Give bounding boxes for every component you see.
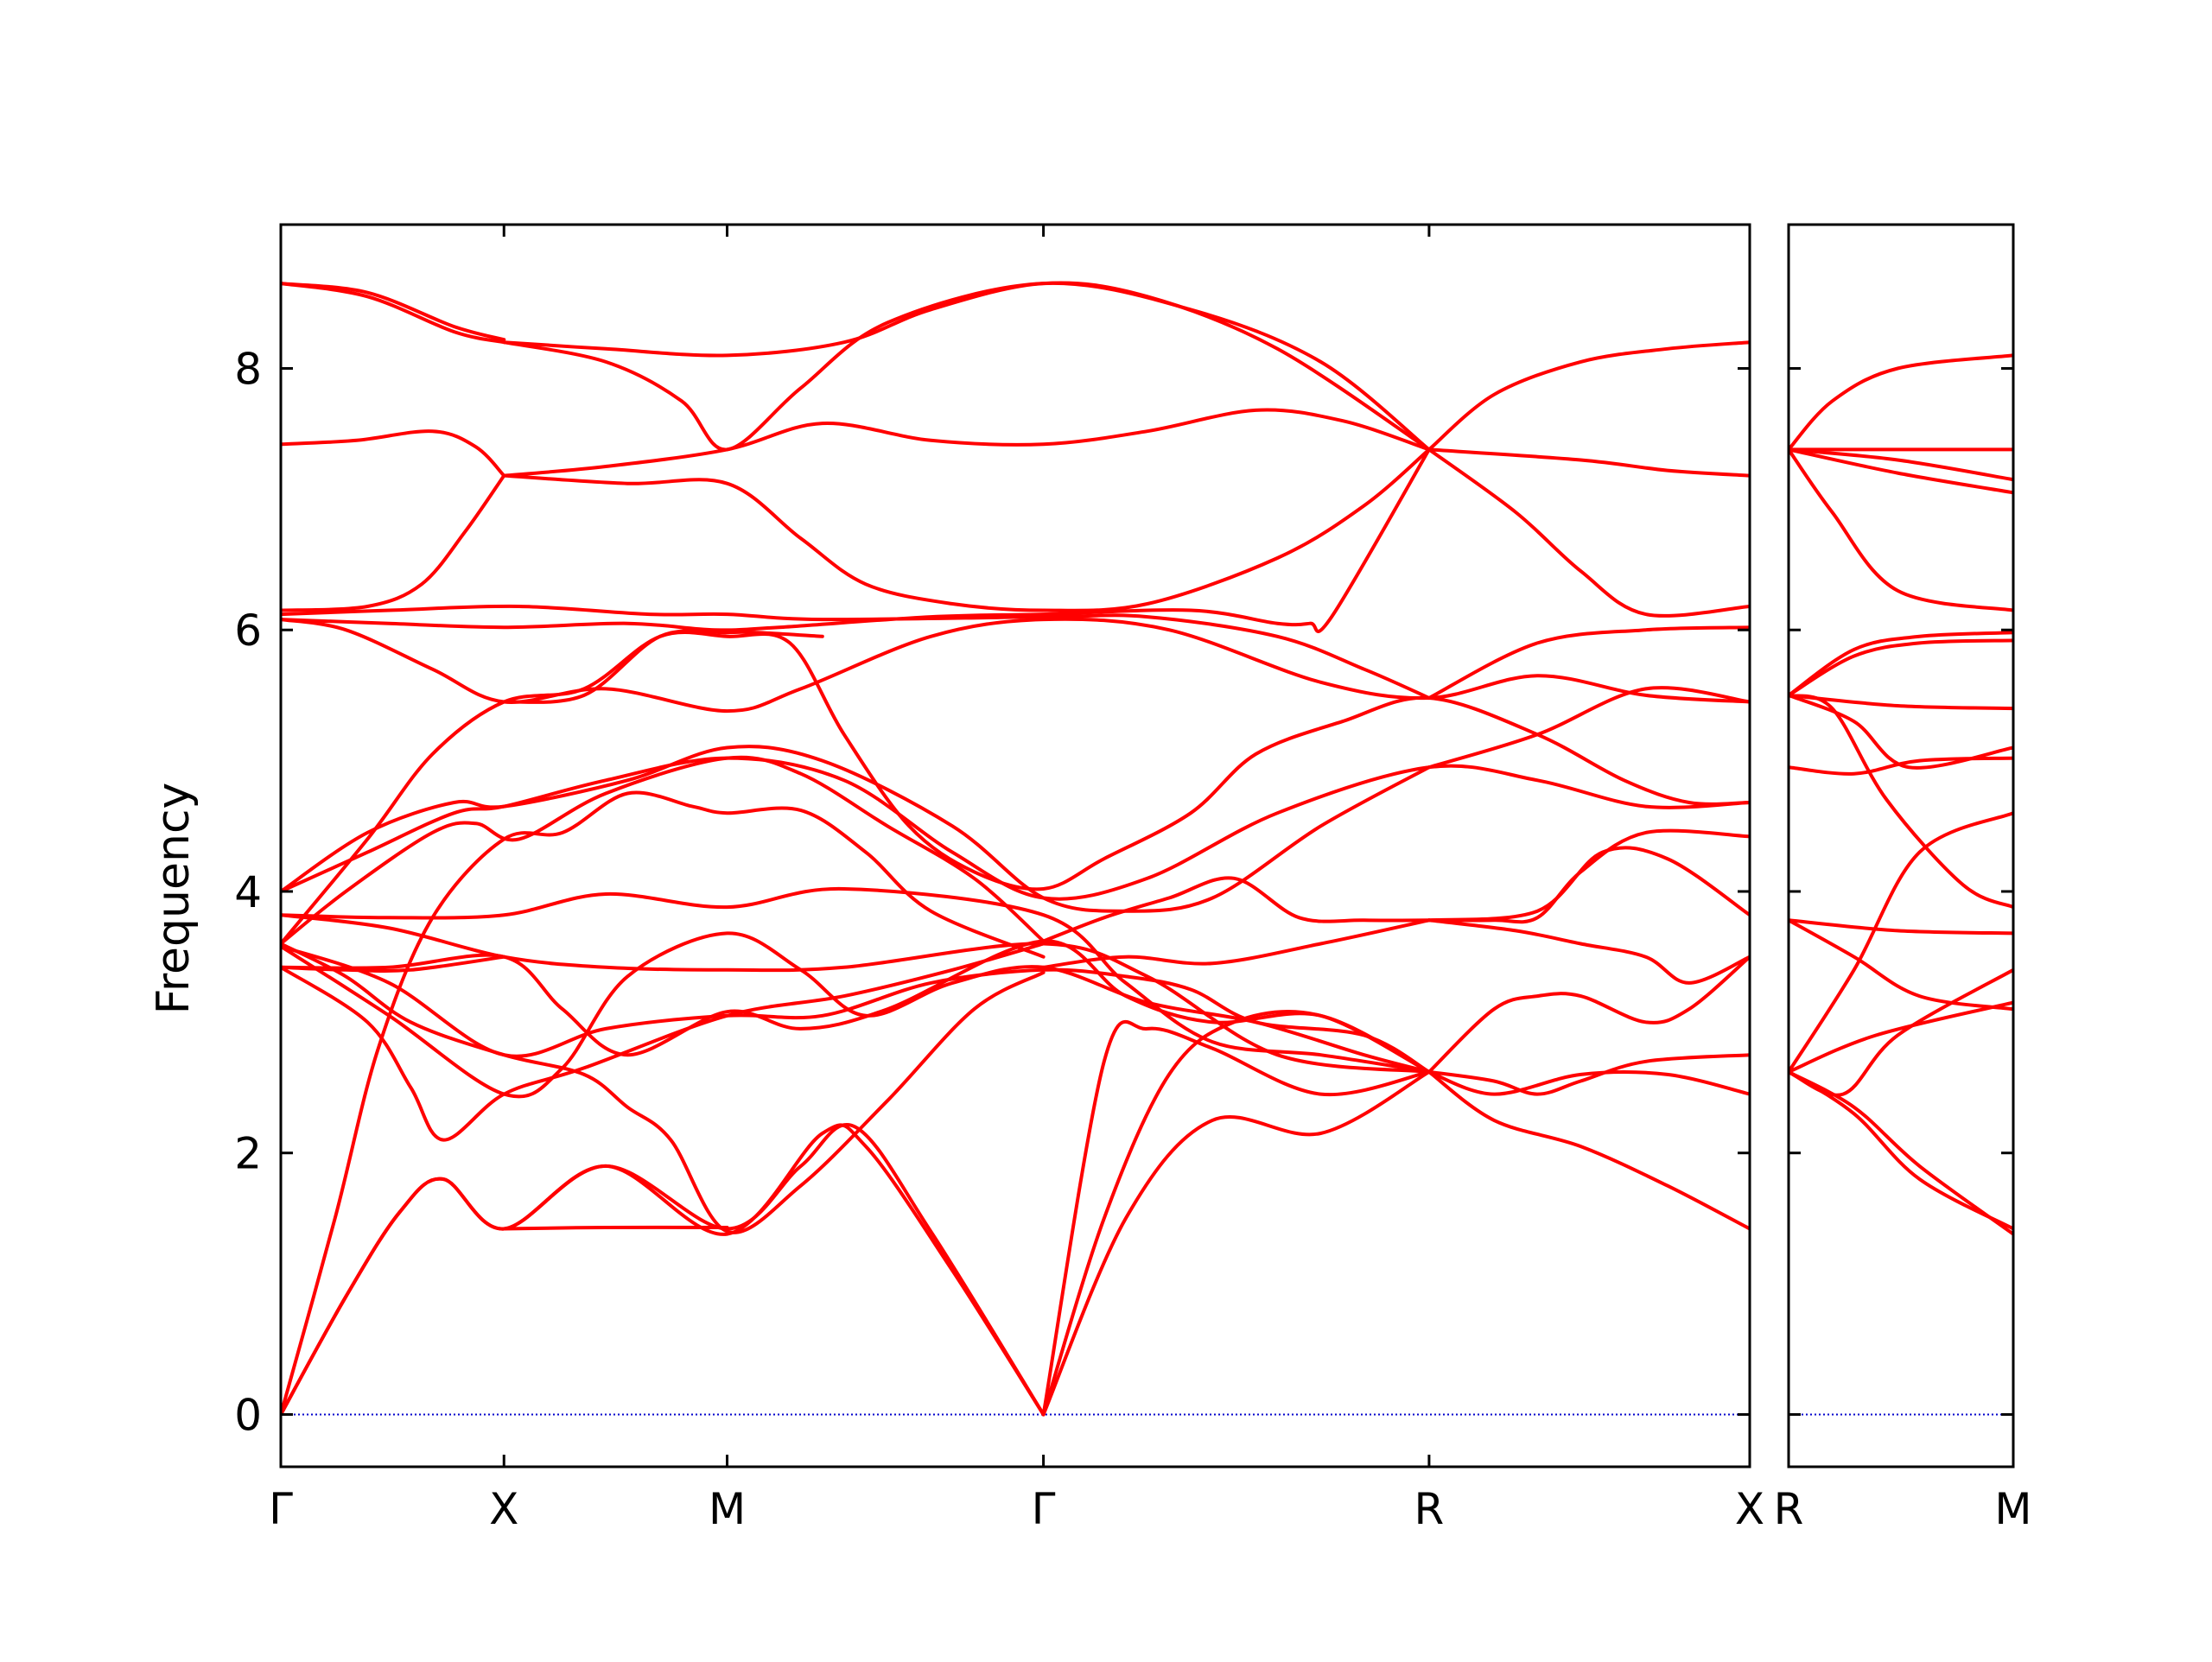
band-line-1-23	[281, 886, 1431, 1074]
band-line-1-15	[281, 631, 1750, 946]
band-line-1-44	[1427, 625, 1750, 700]
band-line-1-22	[281, 913, 1431, 1074]
band-line-1-37	[1427, 1069, 1750, 1096]
band-line-1-21	[281, 942, 1046, 1234]
band-line-2-14	[1789, 811, 2013, 1074]
band-line-1-17	[281, 756, 1750, 901]
band-line-2-10	[1789, 693, 2013, 910]
band-line-1-39	[1427, 918, 1750, 985]
band-line-1-31	[1041, 1069, 1431, 1417]
band-line-2-5	[1789, 447, 2013, 612]
x-tick-label: M	[1994, 1484, 2031, 1534]
x-tick-label: Γ	[1032, 1484, 1056, 1534]
band-line-1-1	[281, 282, 506, 345]
band-line-1-2	[281, 282, 506, 342]
x-tick-label: Γ	[269, 1484, 293, 1534]
band-line-2-13	[1789, 918, 2013, 1012]
plot-panel-1: Γ X M Γ R X 0 2 4 6 8	[234, 223, 1764, 1534]
band-series-group	[1789, 353, 2013, 1236]
band-line-1-30	[502, 1225, 729, 1231]
x-tick-label: X	[489, 1484, 518, 1534]
band-line-1-32	[1041, 1019, 1431, 1417]
band-line-2-15	[1789, 1000, 2013, 1074]
band-line-1-36	[1427, 1069, 1750, 1231]
band-line-1-12	[281, 604, 1431, 700]
band-line-1-4	[502, 281, 1431, 452]
band-line-1-45	[281, 955, 506, 974]
band-line-1-27	[281, 931, 1431, 1099]
x-tick-label: R	[1414, 1484, 1445, 1534]
band-line-1-28	[281, 1123, 1046, 1417]
band-line-1-11	[1427, 447, 1750, 478]
band-line-1-6	[502, 408, 1431, 478]
y-tick-label: 6	[234, 606, 262, 656]
band-line-1-18	[281, 745, 1431, 913]
band-line-1-14	[281, 617, 1750, 714]
band-line-2-17	[1789, 1069, 2013, 1236]
band-line-1-43	[1427, 686, 1750, 770]
band-line-1-8	[502, 447, 1431, 612]
band-line-2-3	[1789, 447, 2013, 482]
band-line-1-19	[281, 755, 1046, 946]
band-line-1-16	[502, 629, 824, 704]
band-line-1-34	[1427, 955, 1750, 1074]
x-tick-label: X	[1735, 1484, 1764, 1534]
band-line-2-1	[1789, 353, 2013, 452]
x-tick-label: M	[709, 1484, 746, 1534]
band-line-1-20	[281, 790, 1046, 1417]
y-tick-label: 4	[234, 867, 262, 917]
axes-frame	[279, 223, 1751, 1469]
axes-frame	[1787, 223, 2015, 1469]
band-line-1-38	[1427, 828, 1750, 924]
band-line-1-35	[1427, 1053, 1750, 1096]
band-line-2-12	[1789, 918, 2013, 936]
band-line-1-3	[502, 281, 1431, 452]
y-axis-label: Frequency	[148, 783, 200, 1015]
band-line-1-5	[281, 429, 506, 478]
band-line-1-33	[1041, 1009, 1431, 1417]
band-line-1-7	[281, 473, 506, 612]
band-line-2-18	[1789, 1069, 2013, 1231]
band-line-1-9	[1427, 340, 1750, 452]
y-tick-label: 2	[234, 1129, 262, 1179]
y-tick-label: 8	[234, 345, 262, 395]
band-line-1-42	[1427, 846, 1750, 923]
band-line-2-7	[1789, 638, 2013, 697]
band-line-2-6	[1789, 631, 2013, 697]
band-line-1-40	[1041, 876, 1431, 943]
x-tick-label: R	[1774, 1484, 1804, 1534]
band-line-2-11	[1789, 756, 2013, 776]
band-line-1-41	[1041, 918, 1431, 969]
band-line-1-29	[281, 1123, 1046, 1417]
band-line-2-4	[1789, 447, 2013, 495]
y-tick-label: 0	[234, 1390, 262, 1440]
band-series-group	[281, 281, 1750, 1417]
band-line-1-13	[281, 447, 1431, 633]
band-line-1-25	[281, 942, 1046, 1142]
band-line-1-10	[1427, 447, 1750, 618]
